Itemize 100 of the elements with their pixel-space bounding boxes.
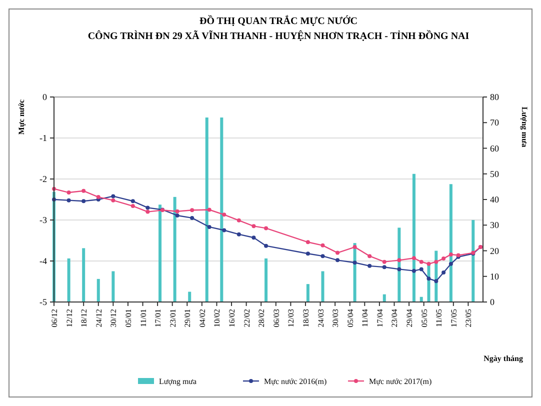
point xyxy=(419,260,424,264)
point xyxy=(448,252,453,256)
point xyxy=(426,276,431,281)
point xyxy=(264,226,268,230)
point xyxy=(336,250,340,255)
point xyxy=(190,216,194,220)
x-tick-label: 17/05 xyxy=(449,309,458,328)
point xyxy=(320,243,325,248)
y2-tick-label: 70 xyxy=(490,118,500,128)
point xyxy=(397,267,402,272)
x-tick-label: 05/04 xyxy=(346,309,355,328)
point xyxy=(336,258,340,262)
x-tick-label: 23/04 xyxy=(390,309,400,328)
point xyxy=(442,256,446,261)
bar xyxy=(398,228,401,302)
y2-tick-label: 0 xyxy=(490,297,495,307)
bar xyxy=(220,118,224,302)
y-tick-label: 0 xyxy=(42,92,48,102)
y2-axis-title: Lượng mưa xyxy=(520,106,529,148)
point xyxy=(130,199,135,204)
point xyxy=(207,224,212,229)
y2-tick-label: 30 xyxy=(490,220,500,230)
x-tick-label: 05/01 xyxy=(124,309,133,328)
y2-tick-label: 50 xyxy=(490,168,500,179)
x-tick-label: 30/12 xyxy=(109,309,118,328)
point xyxy=(412,256,416,260)
y2-tick-label: 10 xyxy=(490,271,500,282)
x-tick-label: 28/02 xyxy=(257,309,266,328)
x-tick-label: 16/02 xyxy=(228,309,237,328)
point xyxy=(222,228,226,232)
y2-tick-label: 80 xyxy=(490,92,500,102)
bar xyxy=(472,220,475,302)
y2-tick-label: 20 xyxy=(490,246,500,256)
x-axis-title: Ngày tháng xyxy=(484,354,523,363)
point xyxy=(397,258,402,262)
y-tick-label: -2 xyxy=(40,174,47,184)
chart-title: ĐỒ THỊ QUAN TRẮC MỰC NƯỚC xyxy=(199,15,358,27)
point xyxy=(382,260,386,264)
bar xyxy=(82,248,86,302)
x-tick-label: 24/03 xyxy=(316,309,326,328)
bar xyxy=(412,174,416,302)
point xyxy=(426,262,431,266)
bar xyxy=(96,278,100,302)
point xyxy=(111,198,116,202)
x-tick-label: 22/02 xyxy=(242,309,252,328)
y-tick-label: -1 xyxy=(40,133,47,143)
bar xyxy=(321,271,324,302)
x-tick-label: 05/05 xyxy=(420,309,429,328)
y-tick-label: -3 xyxy=(40,215,48,225)
x-tick-label: 18/12 xyxy=(80,309,89,328)
point xyxy=(419,267,424,272)
point xyxy=(352,245,357,250)
legend-label: Mực nước 2017(m) xyxy=(369,377,432,386)
x-tick-label: 04/02 xyxy=(198,309,207,328)
point xyxy=(434,260,438,264)
x-tick-label: 11/04 xyxy=(360,309,370,327)
point xyxy=(352,260,357,265)
point xyxy=(111,194,116,198)
point xyxy=(252,224,256,228)
point xyxy=(320,254,325,258)
point xyxy=(264,244,268,248)
x-tick-label: 30/03 xyxy=(331,309,340,328)
point xyxy=(382,265,386,270)
bar xyxy=(112,271,115,302)
bar xyxy=(188,292,192,302)
point xyxy=(222,212,226,217)
bar xyxy=(306,284,310,302)
chart-subtitle: CÔNG TRÌNH ĐN 29 XÃ VĨNH THANH - HUYỆN NHƠN TRẠCH - TỈNH ĐỒNG NAI xyxy=(88,30,470,42)
point xyxy=(207,208,212,212)
bar xyxy=(382,294,386,302)
x-tick-label: 23/01 xyxy=(168,309,178,328)
point xyxy=(306,252,310,256)
point xyxy=(66,190,71,195)
bar xyxy=(205,118,208,302)
bar xyxy=(264,258,268,302)
x-tick-label: 29/01 xyxy=(183,309,192,328)
y-axis-title: Mực nước xyxy=(17,98,26,135)
point xyxy=(175,213,180,218)
point xyxy=(368,264,372,268)
point xyxy=(190,208,194,212)
point xyxy=(434,279,438,284)
y2-tick-label: 40 xyxy=(490,194,500,204)
bar xyxy=(449,184,452,302)
x-tick-label: 11/05 xyxy=(434,309,444,327)
point xyxy=(96,195,100,200)
x-tick-label: 24/12 xyxy=(94,309,104,328)
x-tick-label: 17/04 xyxy=(375,309,384,328)
point xyxy=(368,254,372,258)
y-tick-label: -4 xyxy=(40,256,48,266)
point xyxy=(442,270,446,274)
point xyxy=(175,209,180,214)
x-tick-label: 23/05 xyxy=(464,309,474,328)
x-tick-label: 17/01 xyxy=(154,309,163,328)
x-tick-label: 12/03 xyxy=(286,309,296,328)
point xyxy=(146,210,150,214)
x-tick-label: 11/01 xyxy=(138,309,148,327)
x-tick-label: 12/12 xyxy=(64,309,74,328)
x-tick-label: 10/02 xyxy=(212,309,222,328)
bar xyxy=(67,258,70,302)
point xyxy=(306,240,310,244)
